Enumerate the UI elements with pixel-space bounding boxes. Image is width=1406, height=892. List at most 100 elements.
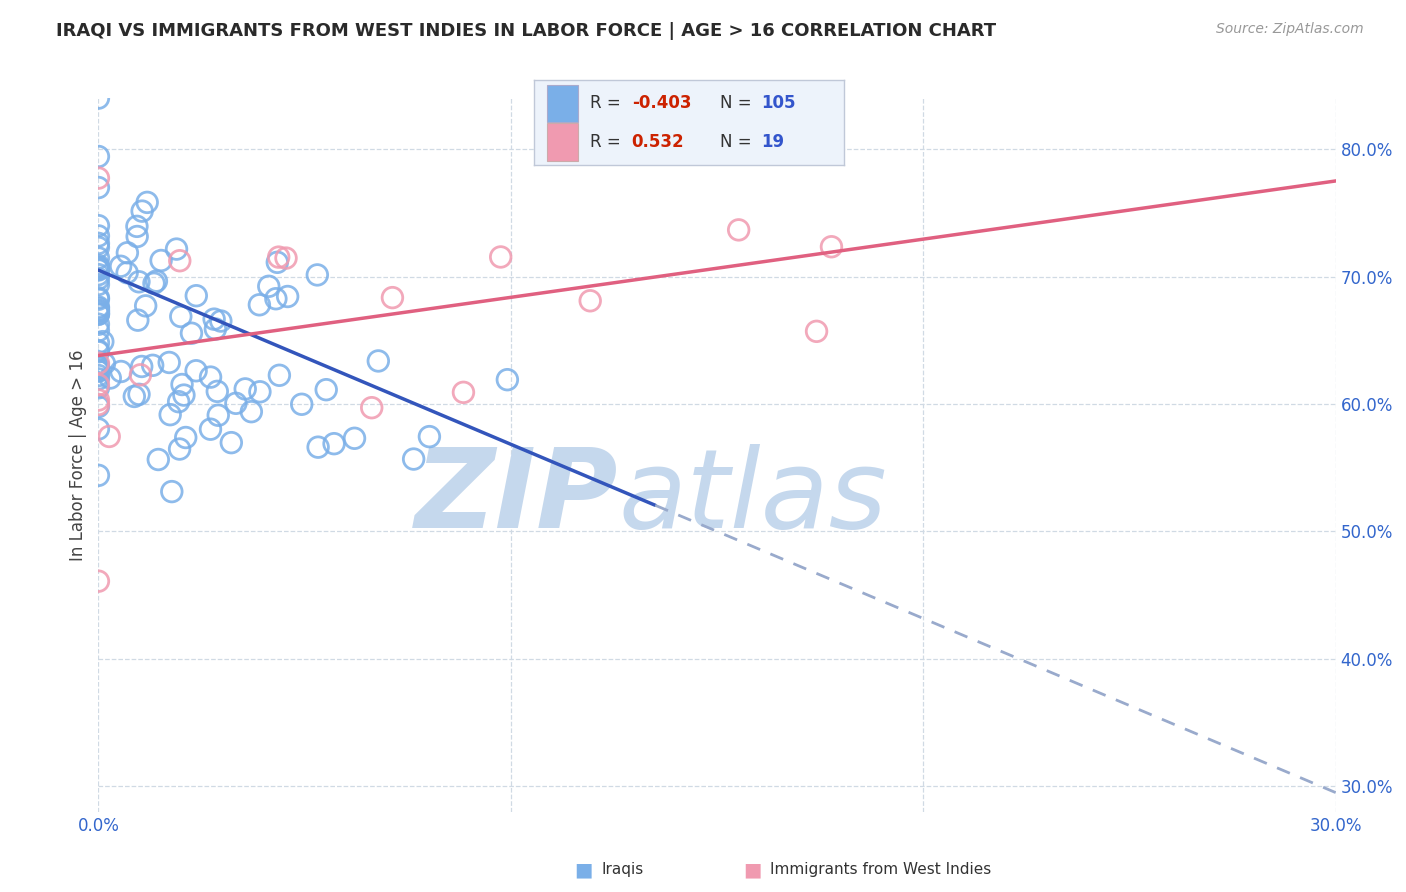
- Point: [820, 240, 842, 254]
- Point: [207, 384, 229, 399]
- Point: [128, 275, 150, 289]
- Point: [87, 300, 110, 314]
- Point: [87, 180, 110, 194]
- Point: [166, 242, 188, 256]
- Point: [87, 277, 110, 292]
- Point: [87, 574, 110, 589]
- Point: [87, 324, 110, 338]
- Point: [127, 313, 149, 327]
- Bar: [547, 85, 578, 122]
- Point: [249, 384, 271, 399]
- Point: [87, 318, 110, 332]
- Point: [381, 291, 404, 305]
- Point: [87, 91, 110, 105]
- Point: [727, 223, 749, 237]
- Point: [150, 253, 173, 268]
- Point: [453, 385, 475, 400]
- Point: [87, 356, 110, 370]
- Point: [204, 322, 226, 336]
- Point: [145, 274, 167, 288]
- Point: [87, 377, 110, 392]
- Point: [87, 368, 110, 383]
- Y-axis label: In Labor Force | Age > 16: In Labor Force | Age > 16: [69, 349, 87, 561]
- Point: [124, 389, 146, 403]
- Point: [274, 251, 297, 265]
- Point: [87, 468, 110, 483]
- Point: [579, 293, 602, 308]
- Point: [93, 357, 115, 371]
- Point: [160, 484, 183, 499]
- Point: [233, 382, 256, 396]
- Point: [87, 262, 110, 277]
- Point: [315, 383, 337, 397]
- Text: ■: ■: [574, 860, 593, 880]
- Point: [125, 219, 148, 234]
- Point: [343, 431, 366, 445]
- Point: [169, 253, 191, 268]
- Point: [291, 397, 314, 411]
- Point: [87, 251, 110, 265]
- Point: [87, 259, 110, 273]
- Text: ZIP: ZIP: [415, 444, 619, 551]
- Point: [87, 422, 110, 436]
- Point: [87, 228, 110, 243]
- Point: [91, 334, 114, 349]
- Point: [87, 292, 110, 306]
- Point: [180, 326, 202, 341]
- Text: -0.403: -0.403: [631, 95, 692, 112]
- Point: [221, 435, 243, 450]
- Point: [87, 291, 110, 305]
- Point: [87, 149, 110, 163]
- Text: Source: ZipAtlas.com: Source: ZipAtlas.com: [1216, 22, 1364, 37]
- Point: [169, 442, 191, 456]
- Point: [87, 343, 110, 358]
- Point: [87, 392, 110, 407]
- Point: [87, 364, 110, 378]
- Point: [167, 394, 190, 409]
- Point: [240, 405, 263, 419]
- Point: [87, 236, 110, 251]
- Point: [87, 307, 110, 321]
- Point: [200, 370, 222, 384]
- Point: [159, 408, 181, 422]
- Point: [128, 387, 150, 401]
- Point: [87, 364, 110, 378]
- Point: [225, 396, 247, 410]
- Text: ■: ■: [742, 860, 762, 880]
- Point: [489, 250, 512, 264]
- Point: [360, 401, 382, 415]
- Point: [186, 289, 208, 303]
- Point: [257, 279, 280, 293]
- Point: [170, 377, 193, 392]
- Text: Immigrants from West Indies: Immigrants from West Indies: [770, 863, 991, 877]
- Point: [135, 299, 157, 313]
- Bar: [547, 123, 578, 161]
- Text: N =: N =: [720, 95, 756, 112]
- Point: [418, 429, 440, 443]
- Text: 19: 19: [762, 133, 785, 151]
- Point: [87, 372, 110, 386]
- Point: [247, 298, 270, 312]
- Point: [87, 272, 110, 286]
- Point: [200, 422, 222, 436]
- Point: [184, 364, 207, 378]
- Point: [87, 263, 110, 277]
- Point: [87, 359, 110, 373]
- Text: N =: N =: [720, 133, 756, 151]
- Point: [170, 310, 193, 324]
- Point: [87, 307, 110, 321]
- Point: [87, 262, 110, 277]
- Point: [806, 324, 828, 338]
- Point: [269, 368, 291, 383]
- Point: [87, 344, 110, 359]
- Point: [209, 314, 232, 328]
- Point: [110, 260, 132, 274]
- Point: [98, 371, 121, 385]
- Point: [307, 268, 329, 282]
- Point: [277, 289, 299, 303]
- Text: R =: R =: [591, 95, 626, 112]
- Point: [202, 312, 225, 326]
- Point: [173, 388, 195, 402]
- Point: [87, 306, 110, 320]
- Point: [142, 359, 165, 373]
